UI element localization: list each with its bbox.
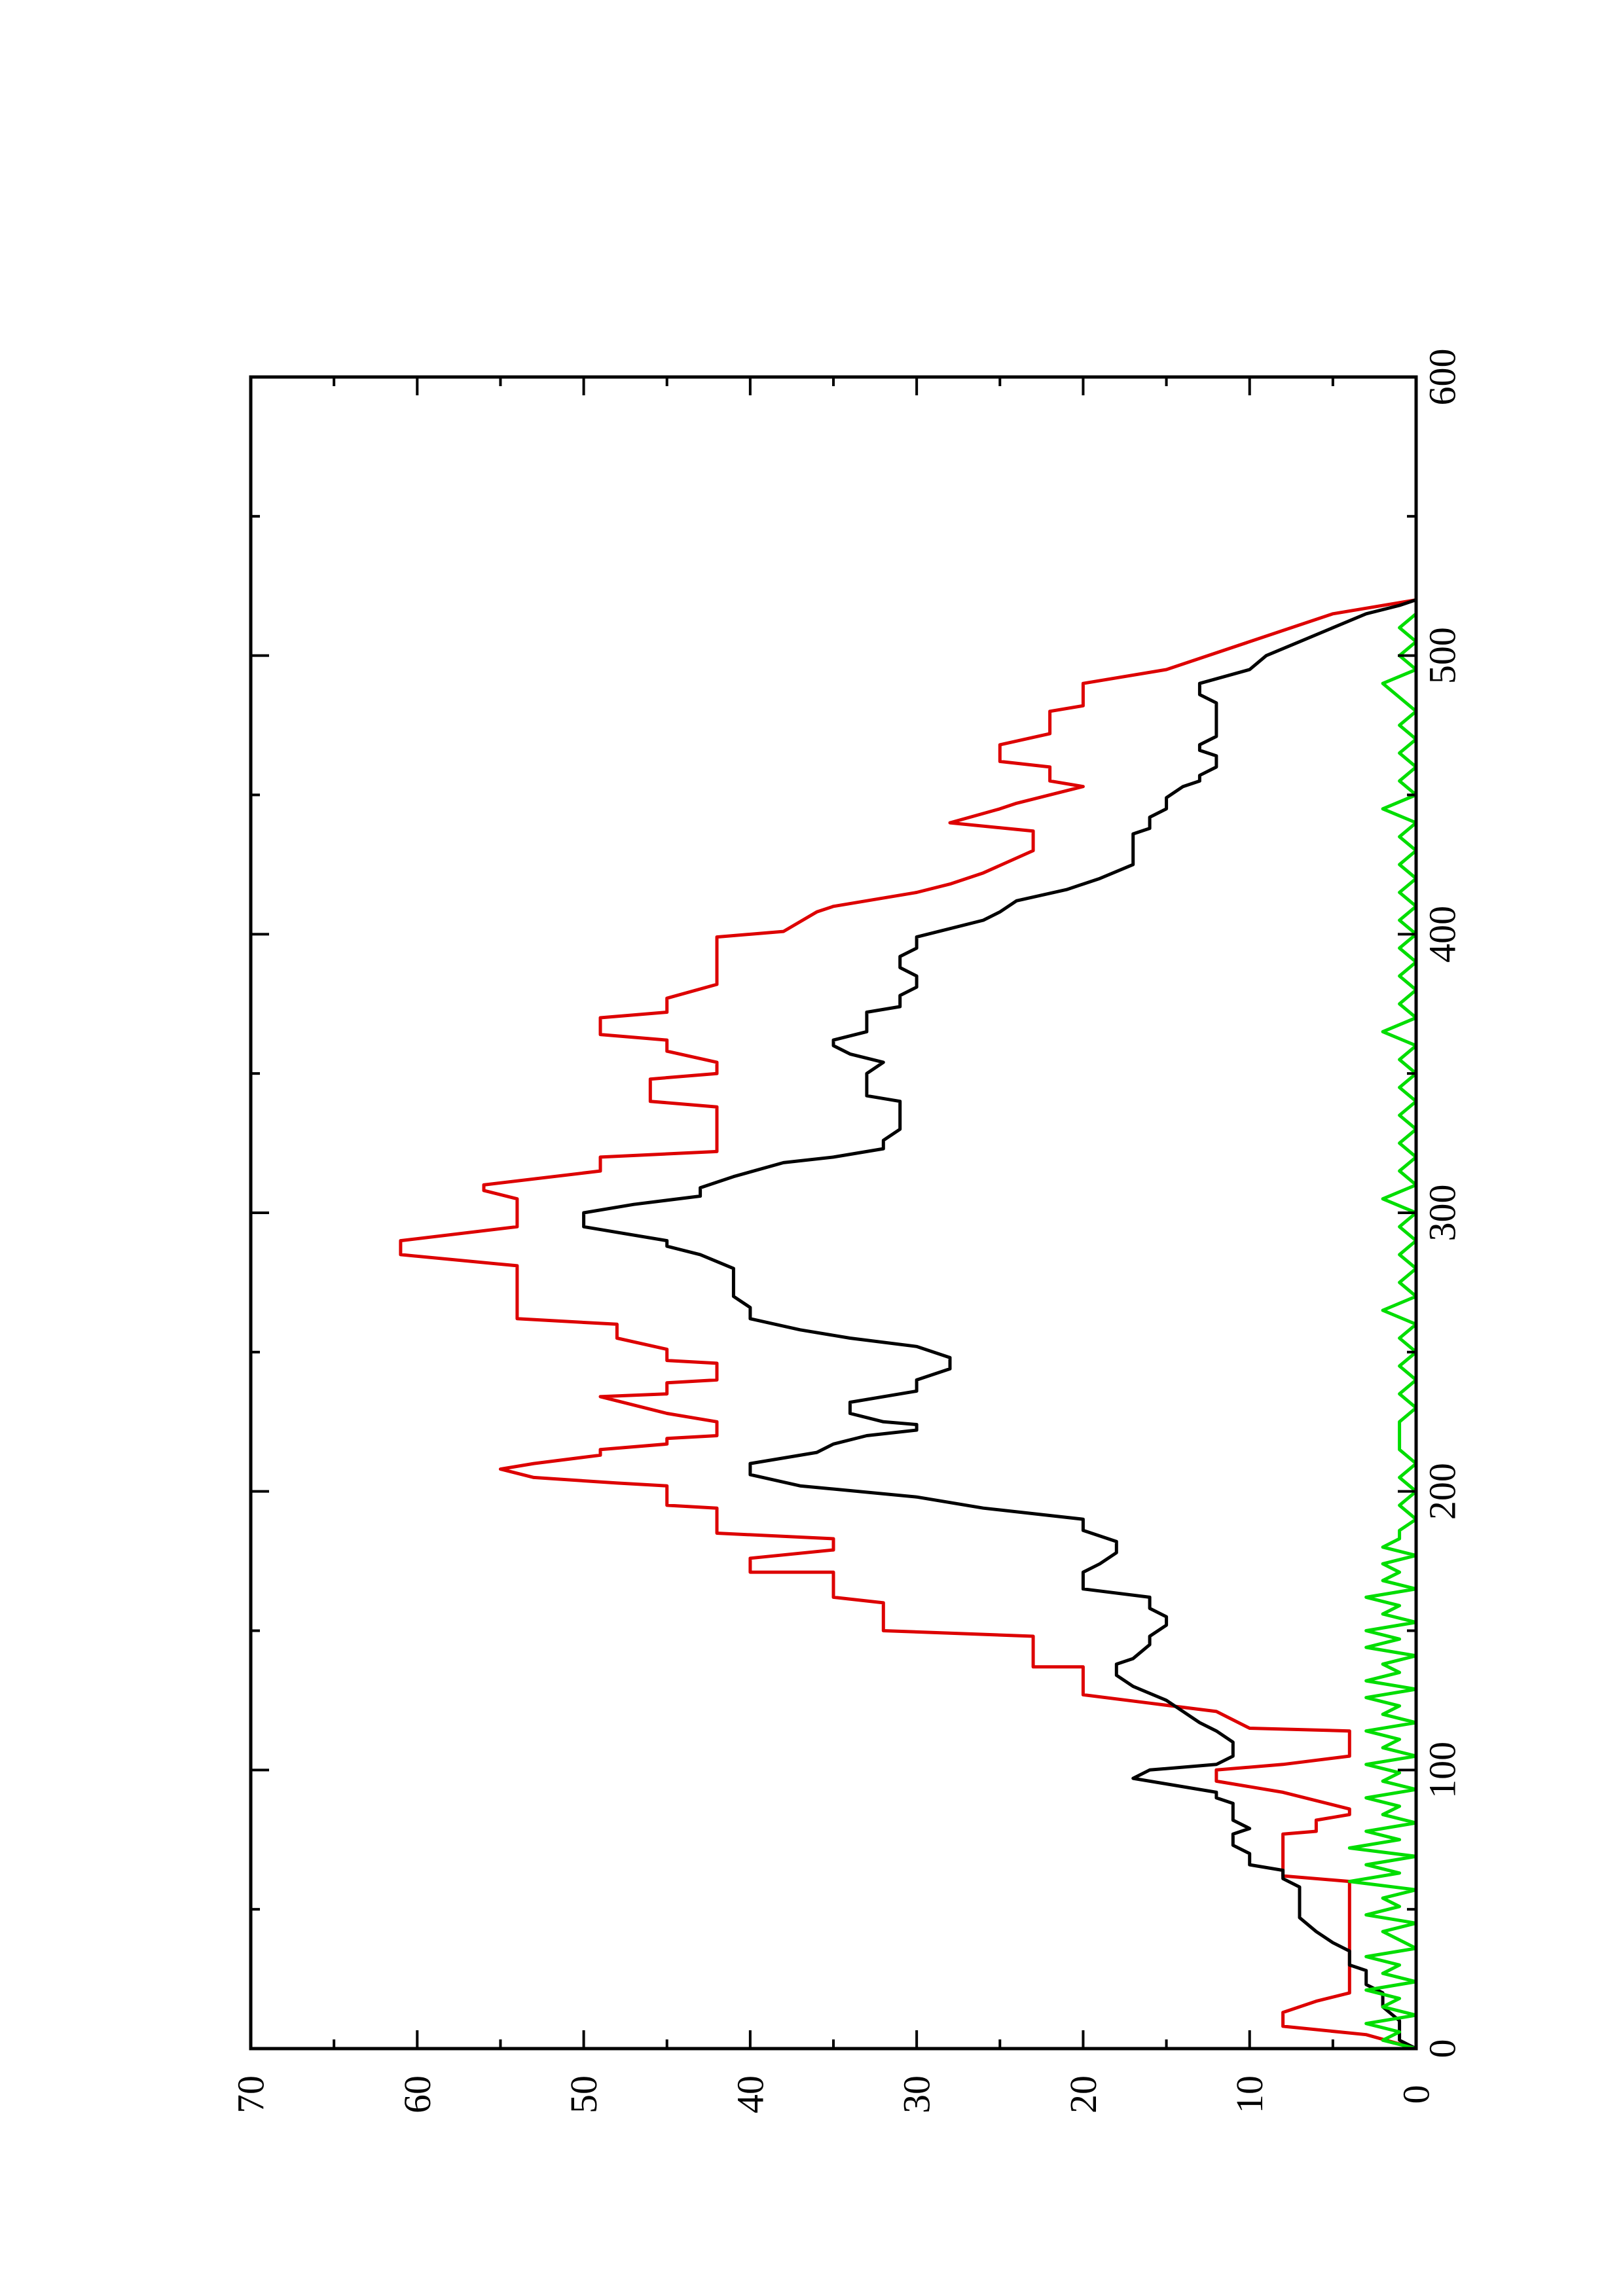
tick-labels-layer: 0 100 200 300 400 500 600 0 10 20 30 40 50 60 70 xyxy=(230,349,1464,2114)
ticks-layer xyxy=(249,376,1417,2050)
x-tick-label: 200 xyxy=(1421,1463,1464,1520)
x-tick-label: 0 xyxy=(1421,2039,1464,2058)
series-layer xyxy=(399,598,1418,2051)
y-tick-label: 0 xyxy=(1395,2085,1438,2104)
series-red-line xyxy=(399,598,1417,2051)
x-tick-label: 300 xyxy=(1421,1185,1464,1242)
series-green-line xyxy=(1347,600,1418,2051)
y-tick-label: 40 xyxy=(729,2075,771,2113)
x-tick-label: 600 xyxy=(1421,349,1464,406)
y-tick-label: 30 xyxy=(896,2075,938,2113)
x-tick-label: 400 xyxy=(1421,906,1464,963)
y-tick-label: 60 xyxy=(396,2075,439,2113)
y-tick-label: 20 xyxy=(1062,2075,1104,2113)
x-tick-label: 100 xyxy=(1421,1742,1464,1799)
y-tick-label: 50 xyxy=(562,2075,605,2113)
y-tick-label: 70 xyxy=(230,2075,272,2113)
x-tick-label: 500 xyxy=(1421,627,1464,684)
series-black-line xyxy=(582,598,1417,2051)
y-tick-label: 10 xyxy=(1228,2075,1271,2113)
plot-area xyxy=(249,375,1418,2051)
